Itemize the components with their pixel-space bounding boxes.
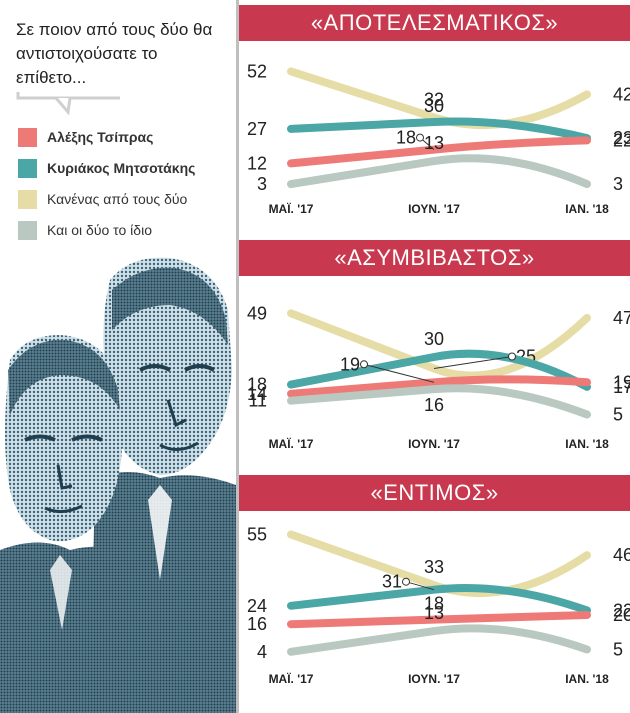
- chart-2-title: «ΑΣΥΜΒΙΒΑΣΤΟΣ»: [239, 240, 630, 276]
- data-label: 52: [247, 61, 267, 81]
- data-label: 22: [613, 130, 630, 150]
- series-1: 24 31 22: [247, 572, 630, 621]
- data-label: 13: [424, 133, 444, 153]
- series-0: 52 32 42: [247, 61, 630, 130]
- x-tick-label: ΙΟΥΝ. '17: [408, 437, 460, 451]
- data-label: 16: [247, 614, 267, 634]
- callout-line: [363, 363, 435, 383]
- legend-label: Και οι δύο το ίδιο: [47, 222, 152, 238]
- callout-dot: [402, 577, 410, 586]
- left-panel: Σε ποιον από τους δύο θα αντιστοιχούσατε…: [0, 0, 236, 713]
- series-2: 14 19 19: [247, 354, 630, 404]
- data-label: 23: [613, 128, 630, 148]
- x-tick-label: ΙΑΝ. '18: [565, 202, 609, 216]
- series-2: 16 18 20: [247, 594, 630, 635]
- legend-swatch: [18, 158, 37, 178]
- series-3: 11 16 5: [248, 384, 623, 425]
- legend-swatch: [18, 127, 37, 147]
- plot-area: [239, 276, 630, 451]
- x-tick-label: ΙΟΥΝ. '17: [408, 202, 460, 216]
- data-label: 18: [424, 594, 444, 614]
- data-label: 27: [247, 119, 267, 139]
- series-1: 18 30 17: [247, 329, 630, 397]
- portrait-illustration: [0, 257, 236, 713]
- data-label: 55: [247, 525, 267, 545]
- data-label: 30: [424, 329, 444, 349]
- data-label: 22: [613, 600, 630, 620]
- data-label: 19: [613, 372, 630, 392]
- data-label: 13: [424, 603, 444, 623]
- legend-item: Κυριάκος Μητσοτάκης: [18, 155, 195, 181]
- legend-label: Κανένας από τους δύο: [47, 191, 188, 207]
- data-label: 3: [613, 174, 623, 194]
- data-label: 30: [424, 96, 444, 116]
- x-tick-label: ΜΑΪ. '17: [269, 671, 314, 686]
- callout-dot: [508, 352, 516, 361]
- legend-swatch: [18, 220, 37, 240]
- data-label: 19: [340, 354, 360, 374]
- tsipras-body: [0, 542, 150, 713]
- legend: Αλέξης Τσίπρας Κυριάκος Μητσοτάκης Κανέν…: [18, 124, 195, 248]
- legend-label: Κυριάκος Μητσοτάκης: [47, 160, 196, 176]
- series-3: 3 13 3: [257, 133, 623, 194]
- data-label: 46: [613, 545, 630, 565]
- data-label: 17: [613, 377, 630, 397]
- data-label: 18: [247, 375, 267, 395]
- callout-dot: [416, 133, 424, 142]
- x-tick-label: ΙΑΝ. '18: [565, 437, 609, 451]
- data-label: 3: [257, 174, 267, 194]
- data-label: 20: [613, 605, 630, 625]
- data-label: 14: [247, 384, 267, 404]
- data-label: 5: [613, 405, 623, 425]
- data-label: 31: [382, 572, 402, 592]
- x-tick-label: ΜΑΪ. '17: [269, 201, 314, 216]
- data-label: 12: [247, 153, 267, 173]
- panel-divider: [236, 0, 239, 713]
- series-0: 55 33 46: [247, 525, 630, 598]
- data-label: 5: [613, 640, 623, 660]
- data-label: 24: [247, 596, 267, 616]
- x-tick-label: ΜΑΪ. '17: [269, 436, 314, 451]
- data-label: 4: [257, 642, 267, 662]
- series-2: 12 18 22: [247, 128, 630, 174]
- legend-item: Αλέξης Τσίπρας: [18, 124, 195, 150]
- callout-line: [405, 581, 435, 591]
- data-label: 47: [613, 308, 630, 328]
- callout-line: [433, 356, 513, 369]
- chart-3-title: «ΕΝΤΙΜΟΣ»: [239, 475, 630, 511]
- legend-swatch: [18, 189, 37, 209]
- chart-1-title: «ΑΠΟΤΕΛΕΣΜΑΤΙΚΟΣ»: [239, 5, 630, 41]
- legend-item: Κανένας από τους δύο: [18, 186, 195, 212]
- data-label: 33: [424, 557, 444, 577]
- data-label: 32: [424, 89, 444, 109]
- data-label: 18: [396, 128, 416, 148]
- series-3: 4 13 5: [257, 603, 623, 662]
- question-text: Σε ποιον από τους δύο θα αντιστοιχούσατε…: [16, 20, 213, 87]
- chart-3-entimos: 55 33 46 24 31 22 16 18 20 4 13 5 ΜΑΪ. '17 ΙΟΥΝ. '17 Ι…: [239, 511, 630, 686]
- data-label: 11: [248, 391, 267, 411]
- data-label: 16: [424, 395, 444, 415]
- callout-dot: [360, 360, 368, 369]
- speech-bubble-icon: [16, 92, 120, 116]
- data-label: 49: [247, 303, 267, 323]
- data-label: 42: [613, 84, 630, 104]
- tsipras-head: [5, 335, 122, 542]
- x-tick-label: ΙΟΥΝ. '17: [408, 672, 460, 686]
- legend-label: Αλέξης Τσίπρας: [47, 129, 154, 145]
- x-tick-label: ΙΑΝ. '18: [565, 672, 609, 686]
- series-1: 27 30 23: [247, 96, 630, 148]
- legend-item: Και οι δύο το ίδιο: [18, 217, 195, 243]
